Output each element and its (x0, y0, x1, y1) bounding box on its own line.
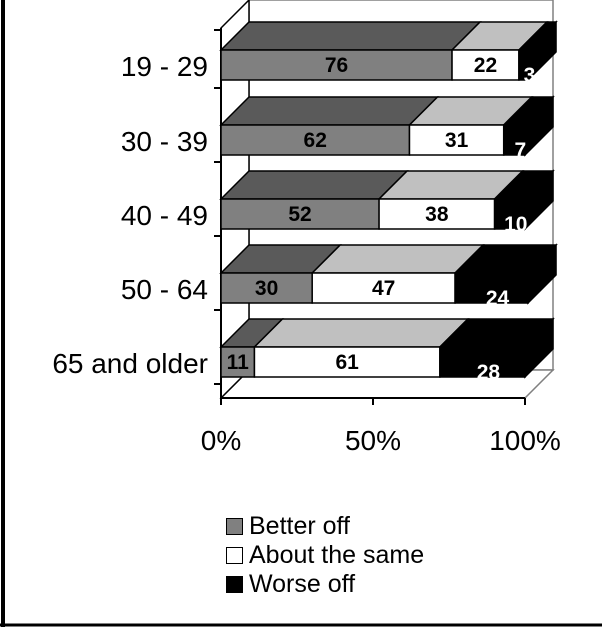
legend-label-about-the-same: About the same (249, 541, 425, 569)
data-label: 24 (486, 287, 510, 310)
category-label: 30 - 39 (121, 126, 208, 157)
bar-top-face (252, 318, 470, 348)
legend-item-about-the-same: About the same (226, 541, 424, 570)
category-label: 19 - 29 (121, 51, 208, 82)
x-tick-label: 100% (489, 425, 561, 456)
legend-item-better-off: Better off (226, 512, 424, 541)
bar-top-face (219, 96, 440, 126)
legend: Better off About the same Worse off (226, 512, 424, 599)
data-label: 76 (325, 54, 348, 77)
x-tick-label: 0% (201, 425, 241, 456)
data-label: 47 (372, 277, 395, 300)
data-label: 11 (227, 351, 250, 374)
data-label: 22 (474, 54, 497, 77)
legend-label-better-off: Better off (249, 512, 350, 540)
bar-segment (493, 198, 526, 230)
legend-swatch-about-the-same (226, 547, 243, 564)
legend-swatch-better-off (226, 518, 243, 535)
bars-group: 76 22 3 62 31 7 52 38 10 30 47 24 11 61 28 (219, 20, 558, 384)
bar-segment (311, 272, 456, 304)
bar-segment (253, 346, 441, 378)
bar-segment (439, 346, 526, 378)
x-tick-label: 50% (345, 425, 401, 456)
category-label: 40 - 49 (121, 200, 208, 231)
category-label: 50 - 64 (121, 274, 208, 305)
data-label: 30 (255, 277, 278, 300)
bar-segment (220, 124, 411, 156)
bar-segment (502, 124, 526, 156)
data-label: 38 (425, 203, 449, 226)
data-label: 10 (504, 213, 527, 236)
data-label: 52 (288, 203, 311, 226)
bar-segment (220, 198, 380, 230)
bar-top-face (310, 244, 485, 274)
data-label: 3 (524, 64, 536, 87)
data-label: 31 (445, 129, 469, 152)
bar-segment (378, 198, 496, 230)
bar-segment (220, 346, 256, 378)
bar-top-face (219, 21, 482, 51)
legend-item-worse-off: Worse off (226, 570, 424, 599)
category-label: 65 and older (52, 348, 208, 379)
bar-segment (454, 272, 529, 304)
data-label: 7 (515, 139, 527, 162)
category-labels: 19 - 29 30 - 39 40 - 49 50 - 64 65 and older (52, 51, 208, 379)
x-axis-ticks: 0% 50% 100% (201, 425, 561, 456)
data-label: 61 (335, 351, 359, 374)
legend-swatch-worse-off (226, 576, 243, 593)
legend-label-worse-off: Worse off (249, 570, 356, 598)
data-label: 62 (304, 129, 327, 152)
bar-top-face (219, 170, 409, 200)
data-label: 28 (477, 361, 501, 384)
bar-segment (518, 49, 529, 81)
